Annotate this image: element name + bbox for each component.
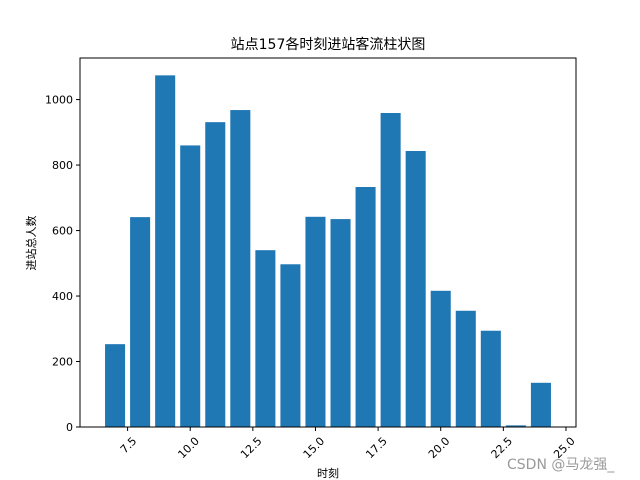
bar-17 bbox=[355, 187, 376, 427]
x-tick-label: 10.0 bbox=[175, 435, 202, 462]
bar-7 bbox=[105, 344, 126, 427]
y-tick-label: 400 bbox=[52, 290, 73, 303]
bar-12 bbox=[230, 110, 251, 427]
x-tick-label: 7.5 bbox=[118, 435, 140, 457]
bar-18 bbox=[380, 113, 401, 427]
y-axis-label: 进站总人数 bbox=[24, 216, 38, 271]
x-tick-label: 20.0 bbox=[426, 435, 453, 462]
bar-24 bbox=[530, 382, 551, 427]
x-tick-label: 12.5 bbox=[238, 435, 265, 462]
bar-9 bbox=[155, 75, 176, 427]
bar-8 bbox=[130, 217, 151, 427]
y-tick-label: 200 bbox=[52, 356, 73, 369]
bar-22 bbox=[480, 330, 501, 427]
y-tick-label: 0 bbox=[66, 421, 73, 434]
bar-13 bbox=[255, 250, 276, 427]
bar-10 bbox=[180, 145, 201, 427]
bar-11 bbox=[205, 122, 226, 427]
bar-23 bbox=[505, 425, 526, 427]
y-tick-label: 800 bbox=[52, 159, 73, 172]
bar-20 bbox=[430, 290, 451, 427]
x-tick-label: 15.0 bbox=[301, 435, 328, 462]
watermark: CSDN @马龙强_ bbox=[507, 457, 615, 473]
x-axis-label: 时刻 bbox=[317, 466, 339, 480]
bars-layer bbox=[105, 75, 551, 427]
bar-16 bbox=[330, 219, 351, 427]
x-tick-label: 17.5 bbox=[363, 435, 390, 462]
y-tick-label: 1000 bbox=[45, 94, 73, 107]
chart-title: 站点157各时刻进站客流柱状图 bbox=[231, 36, 426, 53]
plot-frame bbox=[79, 57, 577, 428]
bar-19 bbox=[405, 150, 426, 427]
y-tick-label: 600 bbox=[52, 225, 73, 238]
bar-15 bbox=[305, 216, 326, 427]
bar-21 bbox=[455, 310, 476, 427]
bar-14 bbox=[280, 264, 301, 427]
